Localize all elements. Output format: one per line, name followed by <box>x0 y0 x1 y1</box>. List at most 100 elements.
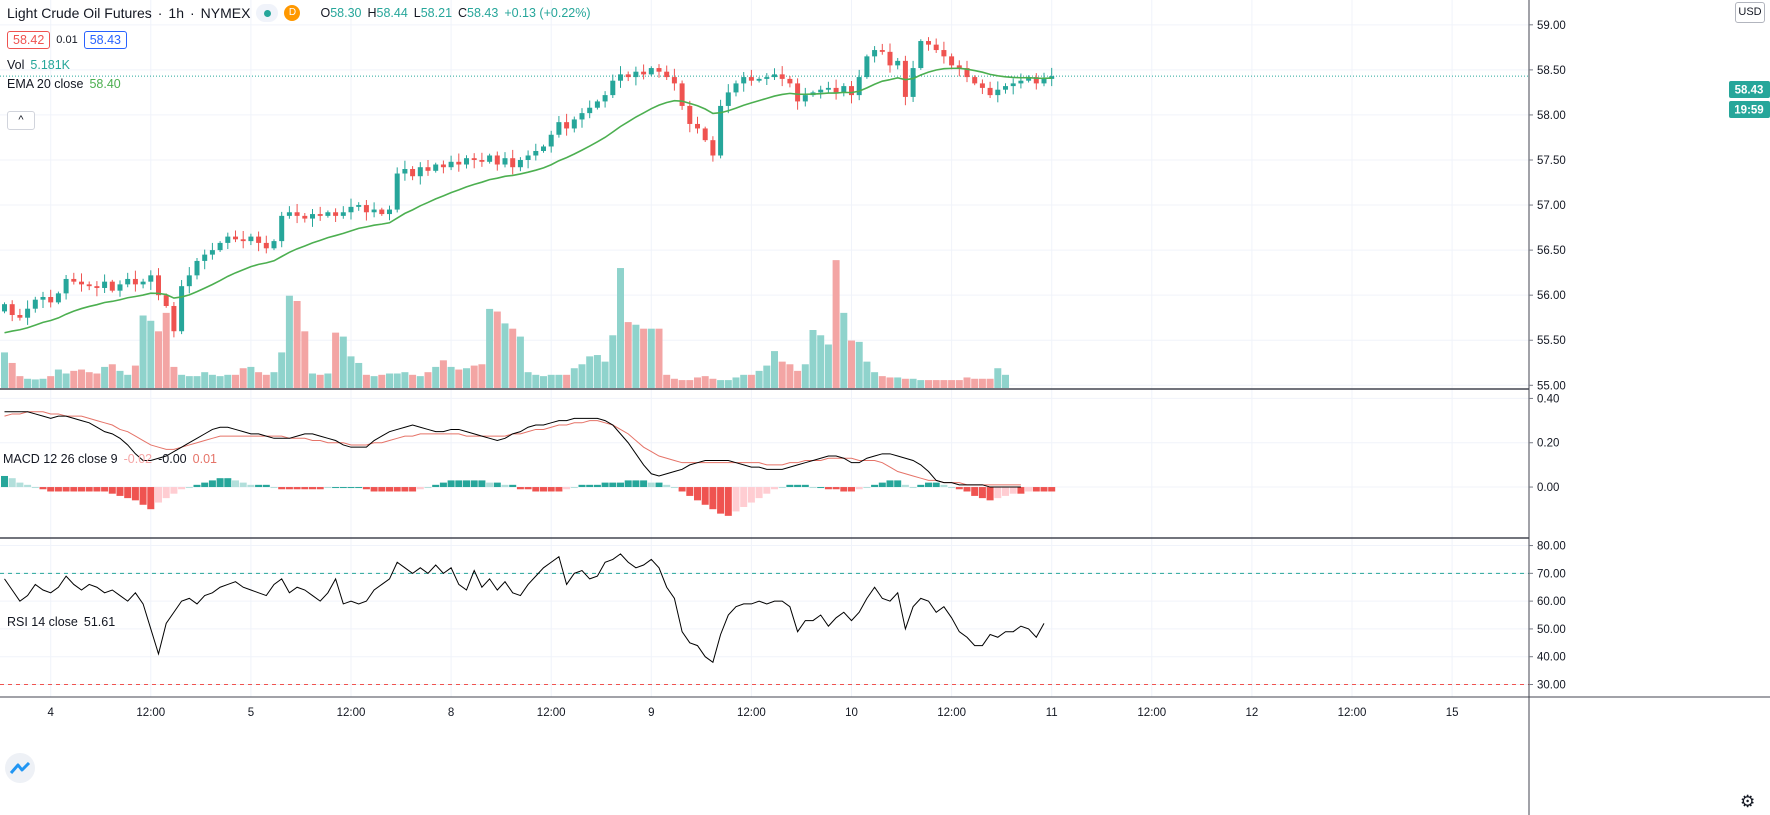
macd-histogram-bar <box>717 487 725 514</box>
macd-histogram-bar <box>455 480 463 488</box>
candle-body <box>656 68 662 72</box>
candle-body <box>664 71 670 78</box>
time-tick-label: 12:00 <box>337 707 366 719</box>
volume-bar <box>632 324 640 388</box>
volume-bar <box>640 328 648 388</box>
macd-histogram-bar <box>694 487 701 501</box>
volume-bar <box>709 378 717 388</box>
candle-body <box>741 77 747 84</box>
low-label: L <box>413 6 421 20</box>
currency-button[interactable]: USD <box>1735 2 1765 23</box>
candle-body <box>271 241 277 249</box>
candle-body <box>818 89 824 93</box>
macd-histogram-bar <box>1025 487 1033 492</box>
ema-label[interactable]: EMA 20 close <box>7 77 84 91</box>
macd-histogram-bar <box>293 487 301 490</box>
candle-body <box>256 236 262 243</box>
candle-body <box>594 101 600 108</box>
volume-bar <box>971 378 979 388</box>
bid-price-button[interactable]: 58.42 <box>7 31 51 49</box>
candle-body <box>510 158 516 168</box>
candle-body <box>579 113 585 120</box>
macd-line-value: -0.00 <box>158 452 187 466</box>
collapse-legend-button[interactable]: ^ <box>7 111 35 130</box>
settings-gear-icon[interactable]: ⚙ <box>1740 792 1756 811</box>
volume-bar <box>809 330 817 388</box>
candle-body <box>494 155 500 165</box>
macd-histogram-bar <box>332 487 340 489</box>
macd-histogram-bar <box>593 484 601 488</box>
macd-histogram-bar <box>124 487 132 499</box>
volume-bar <box>516 336 524 388</box>
volume-bar <box>255 372 263 388</box>
macd-hist-value: -0.02 <box>123 452 153 466</box>
candle-body <box>417 167 423 177</box>
candle-body <box>40 296 46 300</box>
macd-histogram-bar <box>193 484 201 488</box>
macd-histogram-bar <box>840 487 848 492</box>
candle-body <box>1049 76 1055 79</box>
volume-bar <box>193 376 201 388</box>
candle-body <box>733 83 739 93</box>
macd-histogram-bar <box>355 487 363 489</box>
interval-label[interactable]: 1h <box>168 5 184 21</box>
price-tick-label: 59.00 <box>1537 20 1566 32</box>
candle-body <box>363 205 369 213</box>
volume-bar <box>501 323 509 388</box>
tradingview-logo-icon[interactable] <box>5 753 35 783</box>
candle-body <box>86 284 92 287</box>
macd-tick-label: 0.40 <box>1537 393 1559 405</box>
macd-histogram-bar <box>262 484 270 488</box>
candle-body <box>48 296 54 303</box>
macd-histogram-bar <box>647 482 655 488</box>
macd-histogram-bar <box>185 487 193 489</box>
macd-tick-label: 0.00 <box>1537 482 1559 494</box>
candle-body <box>1033 77 1039 84</box>
volume-bar <box>647 328 655 388</box>
time-tick-label: 12:00 <box>136 707 165 719</box>
macd-histogram-bar <box>131 487 139 501</box>
macd-histogram-bar <box>339 487 347 489</box>
candle-body <box>787 78 793 84</box>
macd-histogram-bar <box>732 487 740 512</box>
price-tick-label: 57.00 <box>1537 200 1566 212</box>
macd-histogram-bar <box>524 487 532 490</box>
macd-histogram-bar <box>386 487 393 492</box>
last-price-badge-bg <box>1729 81 1770 98</box>
macd-tick-label: 0.20 <box>1537 438 1559 450</box>
macd-histogram-bar <box>516 487 524 490</box>
macd-label[interactable]: MACD 12 26 close 9 <box>3 452 118 466</box>
symbol-name[interactable]: Light Crude Oil Futures <box>7 5 152 21</box>
volume-bar <box>293 301 301 388</box>
volume-bar <box>31 379 39 388</box>
volume-bar <box>470 365 478 388</box>
market-status-icon[interactable] <box>256 4 279 22</box>
macd-histogram-bar <box>85 487 93 492</box>
volume-bar <box>116 370 124 388</box>
time-tick-label: 15 <box>1446 707 1459 719</box>
macd-histogram-bar <box>324 487 332 489</box>
macd-histogram-bar <box>47 487 55 492</box>
rsi-label[interactable]: RSI 14 close <box>7 615 78 629</box>
countdown-badge-bg <box>1729 101 1770 118</box>
rsi-value: 51.61 <box>83 615 116 629</box>
time-tick-label: 5 <box>248 707 254 719</box>
candle-body <box>32 299 38 309</box>
volume-bar <box>170 366 178 388</box>
exchange-label: NYMEX <box>200 5 251 21</box>
volume-bar <box>578 364 586 388</box>
time-axis[interactable]: 4 12:00 5 12:00 8 12:00 9 12:00 10 12:00 11 12:00 12… <box>47 707 1458 719</box>
volume-bar <box>732 377 740 388</box>
data-badge-icon[interactable]: D <box>284 5 301 21</box>
candle-body <box>671 77 677 84</box>
ask-price-button[interactable]: 58.43 <box>83 31 127 49</box>
volume-bar <box>324 373 332 388</box>
macd-histogram-bar <box>93 487 101 492</box>
candle-body <box>148 275 154 282</box>
volume-bar <box>909 378 917 388</box>
volume-bar <box>401 372 409 388</box>
price-axis[interactable]: 55.00 55.50 56.00 56.50 57.00 57.50 58.00 58.50… <box>1529 20 1566 692</box>
candle-body <box>387 209 392 215</box>
macd-histogram-bar <box>201 482 209 488</box>
